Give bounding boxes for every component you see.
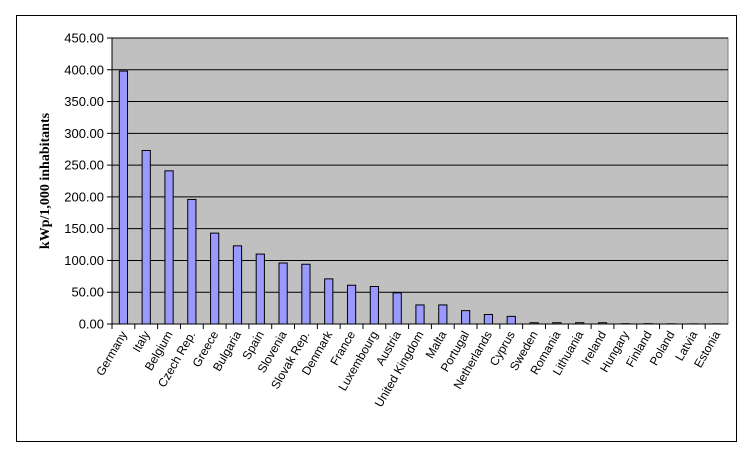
y-axis-title: kWp/1,000 inhabitants: [38, 112, 53, 249]
y-tick-label: 300.00: [64, 126, 104, 141]
bar-united-kingdom: [415, 304, 425, 325]
y-tick-labels: 0.00 50.00 100.00 150.00 200.00 250.00 300.00 3…: [64, 31, 104, 332]
bar-germany: [118, 70, 129, 325]
bar-portugal: [461, 310, 471, 325]
bar-greece: [210, 232, 220, 325]
bar-cyprus: [506, 315, 516, 325]
bar-spain: [255, 253, 265, 325]
bar-chart: 0.00 50.00 100.00 150.00 200.00 250.00 300.00 3…: [38, 31, 729, 410]
axes: [107, 37, 728, 329]
bar-italy: [141, 149, 151, 325]
y-tick-label: 450.00: [64, 31, 104, 46]
bar-czech-rep: [187, 198, 197, 325]
y-tick-label: 50.00: [71, 285, 104, 300]
bar-luxembourg: [369, 286, 379, 325]
y-tick-label: 350.00: [64, 94, 104, 109]
y-tick-label: 400.00: [64, 62, 104, 77]
chart-frame: 0.00 50.00 100.00 150.00 200.00 250.00 300.00 3…: [16, 15, 737, 442]
y-tick-label: 250.00: [64, 158, 104, 173]
plot-area: [111, 37, 729, 325]
bar-denmark: [324, 278, 334, 325]
y-tick-label: 200.00: [64, 189, 104, 204]
bar-belgium: [164, 170, 174, 325]
bar-netherlands: [483, 313, 494, 325]
y-tick-label: 0.00: [79, 317, 104, 332]
bar-austria: [392, 292, 402, 325]
y-tick-label: 150.00: [64, 221, 104, 236]
bar-slovak-rep: [301, 263, 311, 325]
bar-france: [346, 284, 357, 325]
bar-slovenia: [278, 262, 288, 325]
x-tick-label: Italy: [130, 329, 153, 355]
bar-bulgaria: [232, 245, 243, 325]
x-tick-label: Germany: [93, 329, 130, 379]
bar-malta: [438, 304, 448, 325]
y-tick-label: 100.00: [64, 253, 104, 268]
